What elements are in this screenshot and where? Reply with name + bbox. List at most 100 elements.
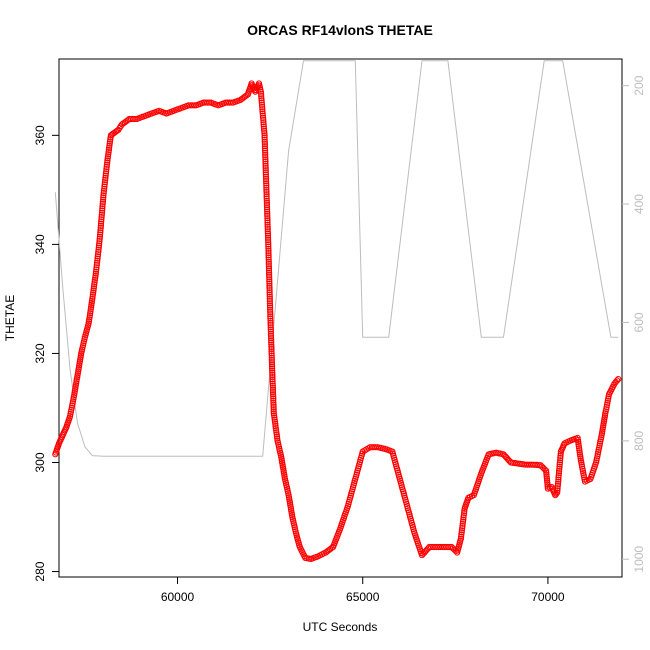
thetae-point: [544, 477, 551, 484]
thetae-point: [264, 210, 271, 217]
thetae-point: [557, 452, 564, 459]
thetae-point: [96, 240, 103, 247]
x-axis: 60000 65000 70000: [161, 577, 565, 604]
thetae-point: [261, 132, 268, 139]
thetae-point: [268, 361, 276, 368]
thetae-point: [263, 195, 270, 202]
thetae-point: [261, 141, 268, 148]
thetae-point: [460, 516, 467, 523]
thetae-point: [97, 231, 104, 238]
thetae-point: [270, 406, 277, 413]
thetae-point: [102, 176, 109, 184]
thetae-point: [98, 209, 106, 216]
thetae-point: [261, 143, 268, 150]
thetae-point: [269, 363, 276, 370]
x-axis-label: UTC Seconds: [303, 620, 378, 634]
thetae-point: [264, 208, 271, 215]
thetae-point: [266, 280, 273, 287]
thetae-point: [90, 287, 97, 294]
thetae-point: [88, 304, 95, 311]
thetae-point: [263, 184, 270, 191]
thetae-point: [92, 268, 100, 275]
thetae-point: [543, 471, 550, 478]
thetae-point: [262, 173, 270, 180]
thetae-point: [93, 266, 100, 273]
thetae-point: [266, 269, 273, 276]
thetae-point: [554, 489, 561, 496]
thetae-point: [557, 454, 564, 462]
thetae-point: [575, 438, 582, 446]
thetae-point: [266, 274, 273, 281]
thetae-point: [268, 350, 275, 357]
thetae-point: [459, 525, 466, 532]
thetae-point: [615, 375, 622, 383]
thetae-point: [267, 330, 274, 337]
thetae-point: [98, 216, 105, 223]
thetae-point: [264, 217, 271, 224]
thetae-point: [263, 175, 270, 183]
thetae-point: [265, 243, 272, 250]
thetae-point: [268, 348, 275, 355]
y-axis-right: 200 400 600 800 1000: [622, 75, 646, 573]
thetae-point: [555, 470, 563, 477]
thetae-point: [543, 473, 550, 480]
thetae-point: [271, 412, 278, 419]
thetae-point: [262, 167, 269, 174]
thetae-point: [265, 254, 272, 261]
thetae-point: [266, 284, 273, 292]
thetae-point: [103, 168, 110, 175]
thetae-point: [86, 312, 94, 319]
thetae-point: [265, 256, 272, 263]
thetae-point: [263, 180, 270, 187]
thetae-point: [269, 369, 276, 376]
thetae-point: [267, 317, 274, 324]
thetae-point: [269, 376, 276, 383]
thetae-point: [266, 287, 273, 294]
y-tick-label: 360: [33, 125, 47, 145]
thetae-point: [263, 191, 270, 198]
thetae-point: [274, 435, 281, 442]
thetae-point: [576, 447, 583, 454]
x-tick-label: 70000: [531, 590, 565, 604]
thetae-point: [605, 393, 612, 400]
thetae-point: [260, 114, 267, 122]
thetae-point: [101, 179, 109, 186]
thetae-point: [264, 206, 271, 213]
thetae-point: [95, 244, 102, 251]
thetae-point: [260, 123, 267, 130]
thetae-point: [268, 346, 275, 353]
thetae-point: [262, 149, 269, 156]
thetae-point: [268, 354, 275, 361]
thetae-point: [270, 393, 277, 400]
thetae-point: [103, 161, 111, 168]
thetae-point: [261, 136, 268, 143]
thetae-point: [575, 443, 582, 450]
thetae-point: [267, 319, 274, 326]
thetae-point: [266, 271, 273, 278]
thetae-point: [228, 99, 235, 106]
thetae-point: [266, 293, 273, 300]
thetae-point: [458, 529, 465, 536]
thetae-point: [99, 203, 106, 210]
thetae-point: [98, 214, 105, 221]
thetae-point: [264, 223, 271, 230]
thetae-point: [90, 285, 97, 292]
thetae-point: [266, 289, 273, 296]
thetae-point: [266, 302, 274, 309]
thetae-point: [100, 187, 108, 195]
thetae-point: [556, 459, 564, 466]
thetae-point: [270, 395, 277, 402]
thetae-point: [95, 246, 102, 253]
thetae-point: [93, 262, 100, 269]
y-axis-label: THETAE: [3, 295, 17, 341]
thetae-point: [553, 490, 560, 497]
thetae-point: [459, 518, 467, 525]
thetae-point: [267, 326, 274, 333]
thetae-point: [262, 165, 269, 172]
x-tick-label: 65000: [346, 590, 380, 604]
thetae-point: [105, 151, 112, 158]
thetae-point: [103, 163, 110, 171]
thetae-point: [94, 253, 101, 260]
thetae-point: [264, 232, 272, 239]
